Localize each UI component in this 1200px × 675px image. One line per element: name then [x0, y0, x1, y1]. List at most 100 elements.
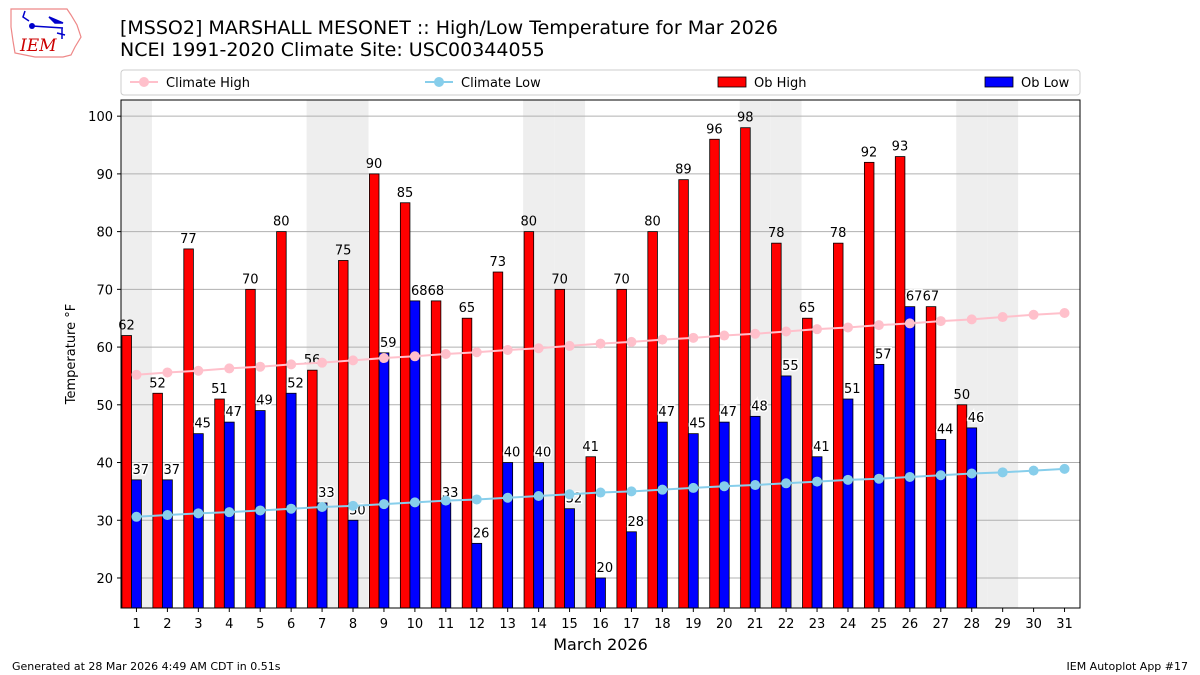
weekend-shade	[121, 100, 152, 608]
ob-low-bar	[626, 531, 637, 609]
climate-high-point	[255, 361, 266, 372]
x-tick-label: 11	[438, 617, 455, 632]
plot-frame	[120, 99, 1081, 609]
ob-high-bar	[833, 242, 844, 609]
weekend-shade	[306, 100, 338, 608]
x-tick-label: 1	[132, 617, 140, 632]
climate-low-point	[595, 487, 606, 498]
climate-low-point	[904, 471, 915, 482]
climate-low-point	[719, 481, 730, 492]
climate-high-point	[564, 340, 575, 351]
ob-low-bar	[718, 421, 730, 609]
x-tick-label: 30	[1025, 617, 1042, 632]
x-tick-label: 21	[747, 617, 764, 632]
climate-high-point	[688, 332, 699, 343]
climate-low-point	[409, 497, 420, 508]
climate-high-point	[286, 359, 297, 370]
ob-low-bar	[131, 479, 142, 609]
legend-marker	[139, 77, 149, 87]
ob-high-bar	[616, 288, 627, 609]
ob-low-label: 33	[442, 486, 459, 501]
ob-high-bar	[523, 231, 535, 609]
x-tick-label: 7	[318, 617, 326, 632]
climate-low-point	[781, 478, 792, 489]
ob-high-bar	[338, 260, 349, 609]
climate-high-point	[440, 349, 451, 359]
ob-high-label: 89	[675, 163, 692, 178]
x-tick-label: 6	[287, 617, 295, 632]
y-tick-label: 80	[96, 226, 113, 241]
climate-low-point	[162, 510, 173, 521]
chart-title: [MSSO2] MARSHALL MESONET :: High/Low Tem…	[120, 17, 778, 61]
ob-low-label: 59	[380, 336, 397, 351]
climate-high-point	[1059, 308, 1070, 319]
ob-high-label: 90	[366, 157, 383, 172]
x-tick-label: 17	[623, 617, 640, 632]
ob-high-bar	[802, 317, 813, 609]
ob-high-bar	[647, 231, 658, 609]
ob-low-label: 33	[318, 486, 335, 501]
footer-generated: Generated at 28 Mar 2026 4:49 AM CDT in …	[12, 660, 281, 673]
x-tick-label: 5	[256, 617, 264, 632]
ob-low-bar	[657, 421, 668, 609]
climate-high-point	[533, 343, 544, 354]
title-line-2: NCEI 1991-2020 Climate Site: USC00344055	[120, 39, 545, 61]
ob-high-bar	[554, 288, 566, 609]
y-tick-label: 90	[96, 168, 113, 183]
ob-low-label: 57	[875, 347, 892, 362]
climate-low-point	[286, 503, 297, 514]
ob-low-bar	[966, 427, 978, 609]
footer-app: IEM Autoplot App #17	[1066, 660, 1189, 673]
x-tick-label: 24	[840, 617, 857, 632]
ob-low-bar	[935, 439, 947, 609]
x-tick-label: 9	[380, 617, 388, 632]
ob-high-bar	[863, 161, 875, 609]
ob-high-label: 80	[273, 215, 290, 230]
weekend-shade	[523, 100, 555, 608]
ob-low-label: 51	[844, 382, 861, 397]
ob-high-label: 70	[551, 272, 568, 287]
ob-high-label: 96	[706, 122, 723, 137]
x-tick-label: 20	[716, 617, 733, 632]
climate-low-point	[255, 505, 266, 516]
legend-box	[120, 69, 1081, 96]
ob-high-bar	[369, 173, 380, 609]
ob-high-bar	[492, 271, 504, 609]
climate-high-point	[719, 330, 730, 341]
climate-low-point	[750, 480, 761, 491]
weekend-shade	[770, 100, 802, 608]
climate-high-point	[873, 320, 884, 331]
ob-low-bar	[564, 508, 575, 609]
climate-low-point	[842, 474, 853, 485]
x-tick-label: 16	[592, 617, 609, 632]
climate-low-point	[997, 467, 1008, 478]
climate-low-point	[378, 499, 389, 510]
ob-low-bar	[780, 375, 792, 609]
y-tick-label: 30	[96, 514, 113, 529]
x-axis-label: March 2026	[553, 635, 648, 654]
climate-low-point	[812, 476, 823, 487]
climate-high-point	[131, 369, 142, 380]
x-tick-label: 8	[349, 617, 357, 632]
ob-low-bar	[162, 479, 173, 609]
climate-high-point	[317, 357, 328, 368]
ob-high-label: 70	[613, 272, 630, 287]
climate-high-point	[781, 326, 792, 337]
svg-text:IEM: IEM	[19, 36, 57, 56]
ob-high-bar	[956, 404, 968, 609]
legend-label: Ob High	[754, 76, 807, 91]
ob-low-bar	[347, 519, 359, 609]
ob-low-bar	[409, 300, 421, 609]
ob-high-label: 85	[397, 186, 414, 201]
ob-low-label: 40	[504, 446, 521, 461]
legend-swatch	[984, 76, 1014, 88]
ob-low-label: 44	[937, 422, 954, 437]
y-tick-label: 100	[88, 110, 113, 125]
ob-low-bar	[192, 433, 204, 609]
ob-low-label: 45	[689, 417, 706, 432]
climate-high-point	[1028, 309, 1039, 320]
ob-high-label: 51	[211, 382, 228, 397]
ob-low-label: 52	[287, 376, 304, 391]
ob-high-bar	[245, 288, 256, 609]
